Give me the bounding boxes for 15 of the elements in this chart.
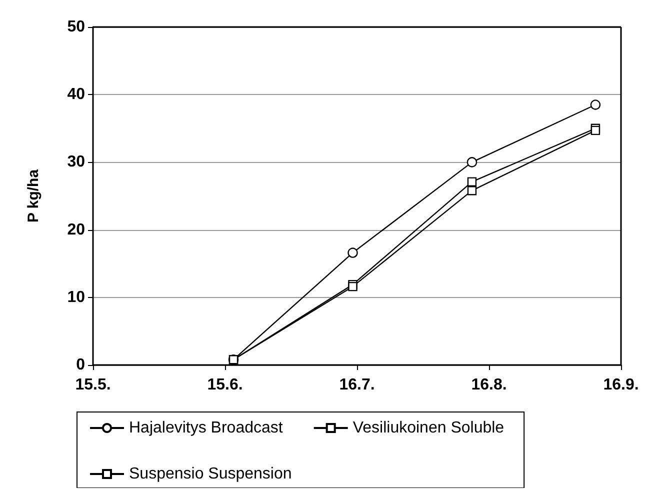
legend-label: Vesiliukoinen Soluble bbox=[352, 420, 504, 436]
y-tick-label: 50 bbox=[67, 18, 86, 36]
x-tick-label: 15.6. bbox=[207, 376, 243, 394]
y-tick-label: 40 bbox=[67, 86, 86, 104]
y-axis-title: P kg/ha bbox=[25, 168, 42, 223]
x-tick-label: 15.5. bbox=[75, 376, 111, 394]
y-tick-label: 30 bbox=[67, 154, 86, 171]
y-tick-label: 10 bbox=[67, 288, 86, 306]
y-tick-label: 0 bbox=[76, 356, 86, 374]
legend-label: Suspensio Suspension bbox=[129, 466, 292, 482]
x-tick-label: 16.7. bbox=[339, 376, 375, 394]
legend-label: Hajalevitys Broadcast bbox=[129, 420, 284, 436]
x-tick-label: 16.8. bbox=[471, 376, 507, 394]
y-tick-label: 20 bbox=[67, 221, 86, 238]
x-tick-label: 16.9. bbox=[603, 376, 639, 394]
